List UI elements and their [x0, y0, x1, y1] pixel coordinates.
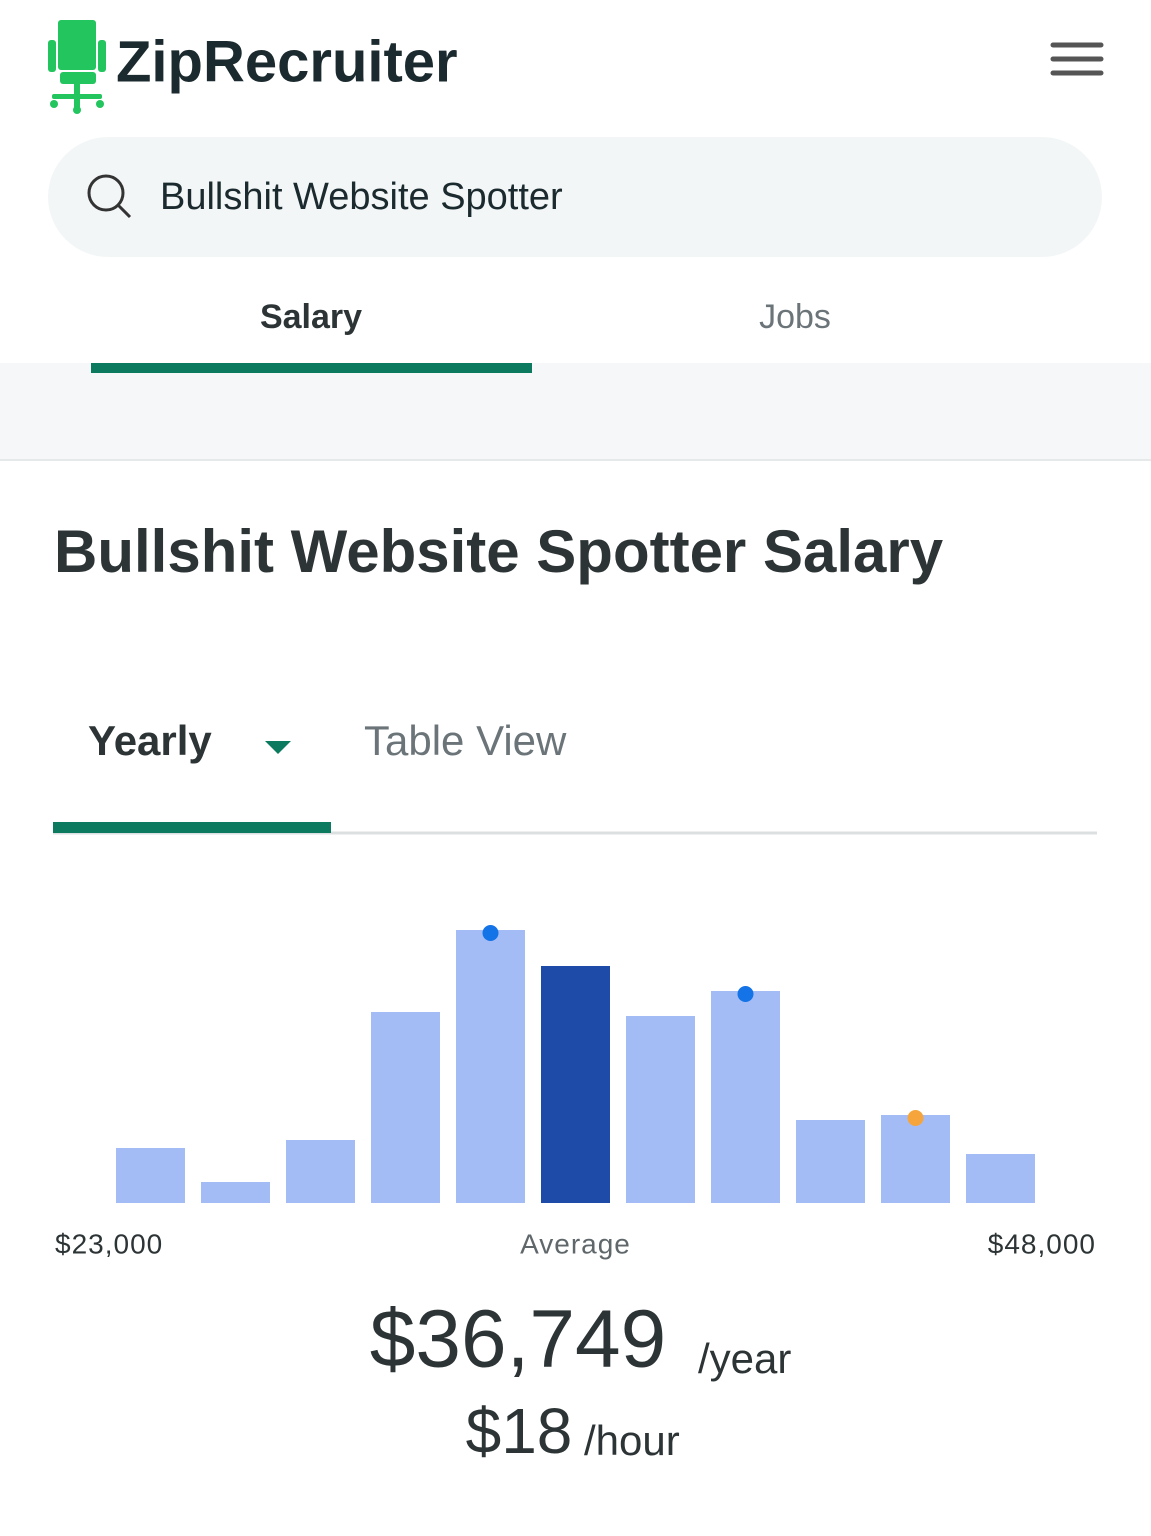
x-annotation: Average [520, 1228, 631, 1259]
hourly-unit: /hour [584, 1417, 680, 1464]
band [0, 363, 1151, 460]
bar [371, 1012, 440, 1203]
yearly-unit: /year [698, 1335, 791, 1382]
tab-underline [91, 363, 532, 373]
marker-dot [737, 986, 754, 1002]
marker-dot [482, 925, 499, 941]
bar [541, 966, 610, 1203]
view-tab[interactable]: Table View [364, 717, 567, 764]
bar [116, 1148, 185, 1203]
bar [286, 1140, 355, 1203]
bar [966, 1154, 1035, 1203]
logo-icon [48, 20, 106, 114]
x-tick-label: $23,000 [55, 1228, 163, 1259]
search-box[interactable] [48, 137, 1102, 257]
page-title: Bullshit Website Spotter Salary [54, 518, 944, 585]
x-tick-label: $48,000 [988, 1228, 1096, 1259]
bar [796, 1120, 865, 1203]
yearly-salary: $36,749 [370, 1294, 666, 1385]
dropdown-arrow[interactable] [265, 741, 291, 754]
bar [711, 991, 780, 1203]
bar [881, 1115, 950, 1203]
chart: $23,000 $48,000 Average [55, 925, 1096, 1259]
bar [626, 1016, 695, 1203]
marker-dot [907, 1110, 924, 1126]
menu-button[interactable] [1050, 42, 1104, 76]
bar [201, 1182, 270, 1203]
bar [456, 930, 525, 1203]
search-icon [87, 174, 132, 219]
hourly-salary: $18 [466, 1395, 573, 1467]
tab[interactable]: Jobs [759, 298, 831, 336]
search-text[interactable]: Bullshit Website Spotter [160, 176, 563, 218]
view-tab[interactable]: Yearly [88, 717, 212, 764]
view-tab-underline [53, 822, 331, 833]
tab[interactable]: Salary [260, 298, 362, 336]
logo-text[interactable]: ZipRecruiter [116, 29, 458, 94]
